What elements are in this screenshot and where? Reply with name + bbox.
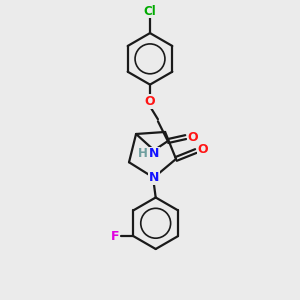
Text: O: O	[145, 95, 155, 108]
Text: N: N	[148, 171, 159, 184]
Text: N: N	[149, 148, 159, 160]
Text: Cl: Cl	[144, 5, 156, 18]
Text: O: O	[187, 130, 198, 144]
Text: F: F	[111, 230, 120, 243]
Text: H: H	[138, 148, 148, 160]
Text: O: O	[197, 142, 208, 156]
